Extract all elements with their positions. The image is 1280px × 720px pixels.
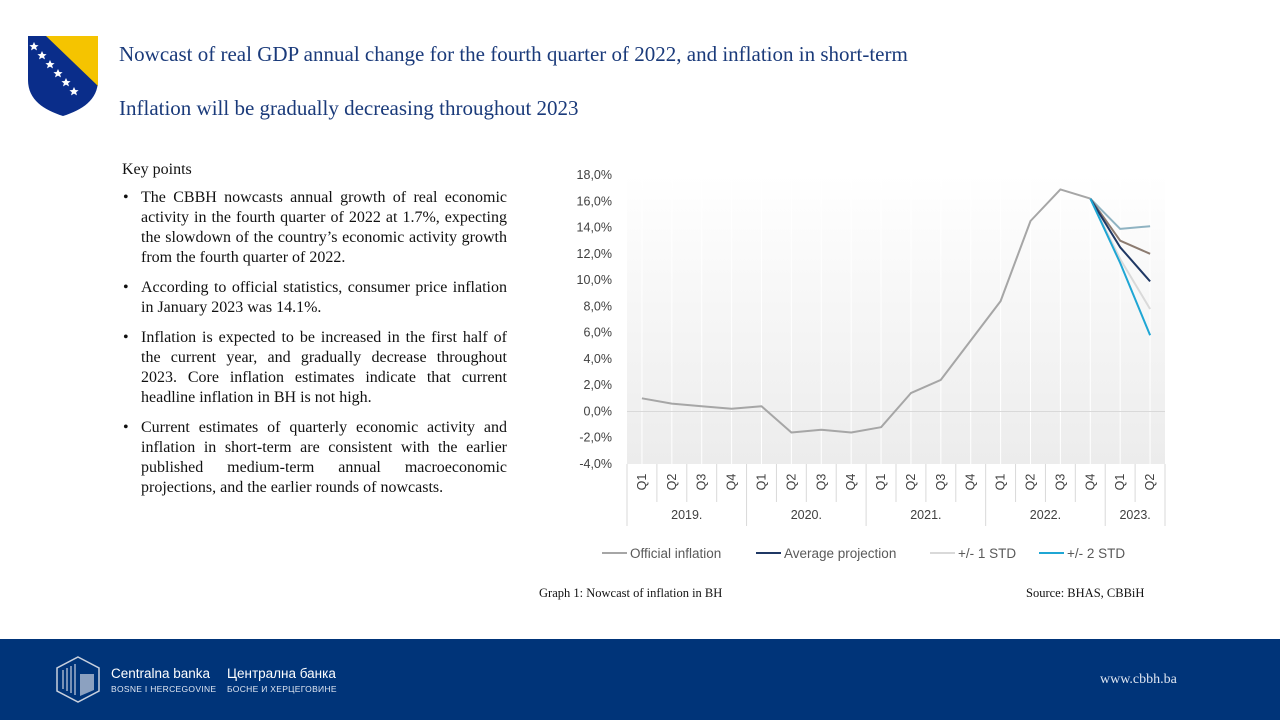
y-tick-label: 2,0% bbox=[584, 378, 613, 392]
x-tick-label: Q2 bbox=[904, 474, 918, 491]
x-tick-label: Q4 bbox=[1083, 474, 1097, 491]
page-subtitle: Inflation will be gradually decreasing t… bbox=[119, 96, 579, 120]
key-points-list: • The CBBH nowcasts annual growth of real… bbox=[122, 188, 507, 498]
source-caption: Source: BHAS, CBBiH bbox=[1026, 586, 1145, 600]
x-tick-label: Q4 bbox=[844, 474, 858, 491]
series-line bbox=[1089, 198, 1152, 336]
y-tick-label: -4,0% bbox=[579, 457, 612, 471]
series-line bbox=[1089, 198, 1151, 283]
x-tick-label: Q1 bbox=[1113, 474, 1127, 491]
x-tick-label: Q1 bbox=[994, 474, 1008, 491]
x-tick-label: Q1 bbox=[874, 474, 888, 491]
key-points-heading: Key points bbox=[122, 161, 192, 178]
year-label: 2023. bbox=[1119, 508, 1150, 522]
bullet-icon: • bbox=[123, 329, 129, 346]
inflation-chart: -4,0% -2,0% 0,0% 2,0% 4,0% 6,0% 8,0% 10,0% 12,0%… bbox=[577, 168, 1166, 561]
y-tick-label: 0,0% bbox=[584, 404, 613, 418]
bank-subtitle-latin: BOSNE I HERCEGOVINE bbox=[111, 684, 217, 694]
year-label: 2020. bbox=[791, 508, 822, 522]
x-tick-label: Q2 bbox=[665, 474, 679, 491]
footer: Centralna banka BOSNE I HERCEGOVINE Цент… bbox=[0, 639, 1280, 720]
y-tick-label: 14,0% bbox=[577, 221, 612, 235]
x-tick-label: Q4 bbox=[964, 474, 978, 491]
year-label: 2021. bbox=[910, 508, 941, 522]
x-tick-label: Q2 bbox=[1024, 474, 1038, 491]
website-link[interactable]: www.cbbh.ba bbox=[1100, 672, 1177, 687]
x-tick-label: Q3 bbox=[934, 474, 948, 491]
coat-of-arms-icon bbox=[28, 36, 98, 116]
bank-name-latin: Centralna banka bbox=[111, 666, 211, 681]
x-tick-label: Q1 bbox=[635, 474, 649, 491]
bank-logo-icon bbox=[56, 656, 100, 703]
key-point-text: Current estimates of quarterly economic … bbox=[141, 419, 507, 496]
x-tick-label: Q1 bbox=[755, 474, 769, 491]
legend-label: Official inflation bbox=[630, 546, 721, 561]
key-points: Key points • The CBBH nowcasts annual gro… bbox=[122, 161, 507, 508]
x-tick-label: Q2 bbox=[1143, 474, 1157, 491]
bank-name-cyrillic: Централна банка bbox=[227, 666, 336, 681]
page-title: Nowcast of real GDP annual change for th… bbox=[119, 42, 908, 66]
y-tick-label: 6,0% bbox=[584, 326, 613, 340]
x-tick-label: Q2 bbox=[784, 474, 798, 491]
plot-background bbox=[627, 175, 1165, 464]
y-tick-label: 18,0% bbox=[577, 168, 612, 182]
y-tick-label: 10,0% bbox=[577, 273, 612, 287]
series-line bbox=[1089, 197, 1151, 230]
list-item: • The CBBH nowcasts annual growth of real… bbox=[122, 188, 507, 268]
graph-caption: Graph 1: Nowcast of inflation in BH bbox=[539, 586, 723, 600]
x-tick-label: Q3 bbox=[1053, 474, 1067, 491]
legend-label: Average projection bbox=[784, 546, 896, 561]
list-item: • Inflation is expected to be increased i… bbox=[122, 328, 507, 408]
key-point-text: Inflation is expected to be increased in… bbox=[141, 329, 507, 406]
y-tick-label: 4,0% bbox=[584, 352, 613, 366]
year-label: 2019. bbox=[671, 508, 702, 522]
series-line bbox=[1089, 198, 1151, 255]
year-label: 2022. bbox=[1030, 508, 1061, 522]
y-tick-label: 16,0% bbox=[577, 194, 612, 208]
x-tick-label: Q3 bbox=[695, 474, 709, 491]
x-tick-label: Q3 bbox=[814, 474, 828, 491]
list-item: • According to official statistics, consu… bbox=[122, 278, 507, 318]
x-tick-label: Q4 bbox=[725, 474, 739, 491]
bank-subtitle-cyrillic: БОСНЕ И ХЕРЦЕГОВИНЕ bbox=[227, 684, 337, 694]
bullet-icon: • bbox=[123, 189, 129, 206]
bullet-icon: • bbox=[123, 279, 129, 296]
list-item: • Current estimates of quarterly economic… bbox=[122, 418, 507, 498]
legend-label: +/- 2 STD bbox=[1067, 546, 1125, 561]
y-tick-label: -2,0% bbox=[579, 431, 612, 445]
legend-label: +/- 1 STD bbox=[958, 546, 1016, 561]
y-tick-label: 8,0% bbox=[584, 299, 613, 313]
series-line bbox=[641, 188, 1091, 434]
key-point-text: The CBBH nowcasts annual growth of real … bbox=[141, 189, 507, 266]
y-tick-label: 12,0% bbox=[577, 247, 612, 261]
bullet-icon: • bbox=[123, 419, 129, 436]
key-point-text: According to official statistics, consum… bbox=[141, 279, 507, 316]
